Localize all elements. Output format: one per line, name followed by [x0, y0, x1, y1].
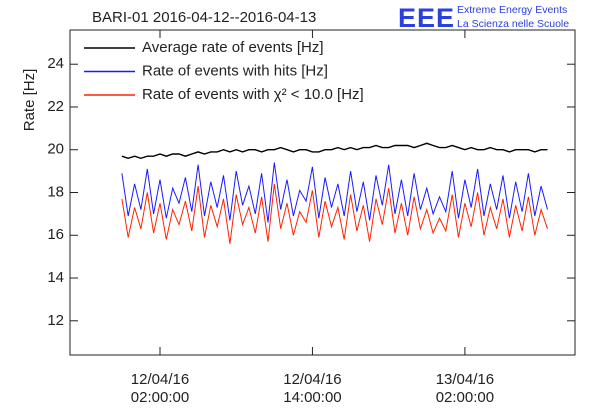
x-tick-label: 12/04/16 14:00:00 — [283, 371, 341, 406]
y-tick-label: 16 — [47, 226, 64, 243]
x-tick-label: 12/04/16 02:00:00 — [131, 371, 189, 406]
legend-label: Average rate of events [Hz] — [142, 39, 324, 56]
series-line — [121, 162, 548, 223]
logo-line: Extreme Energy Events — [457, 4, 567, 16]
y-tick-label: 14 — [47, 269, 64, 286]
series-line — [121, 142, 548, 160]
y-tick-label: 24 — [47, 55, 64, 72]
x-tick-label: 13/04/16 02:00:00 — [436, 371, 494, 406]
y-axis-label: Rate [Hz] — [21, 69, 38, 132]
y-tick-label: 22 — [47, 98, 64, 115]
y-tick-label: 20 — [47, 141, 64, 158]
chart-title: BARI-01 2016-04-12--2016-04-13 — [92, 9, 316, 26]
logo-mark: EEE — [398, 3, 455, 33]
legend-label: Rate of events with hits [Hz] — [142, 62, 328, 79]
y-tick-label: 18 — [47, 183, 64, 200]
y-tick-label: 12 — [47, 312, 64, 329]
series-line — [121, 183, 548, 244]
legend-label: Rate of events with χ² < 10.0 [Hz] — [142, 86, 364, 103]
logo-line: La Scienza nelle Scuole — [457, 18, 569, 30]
